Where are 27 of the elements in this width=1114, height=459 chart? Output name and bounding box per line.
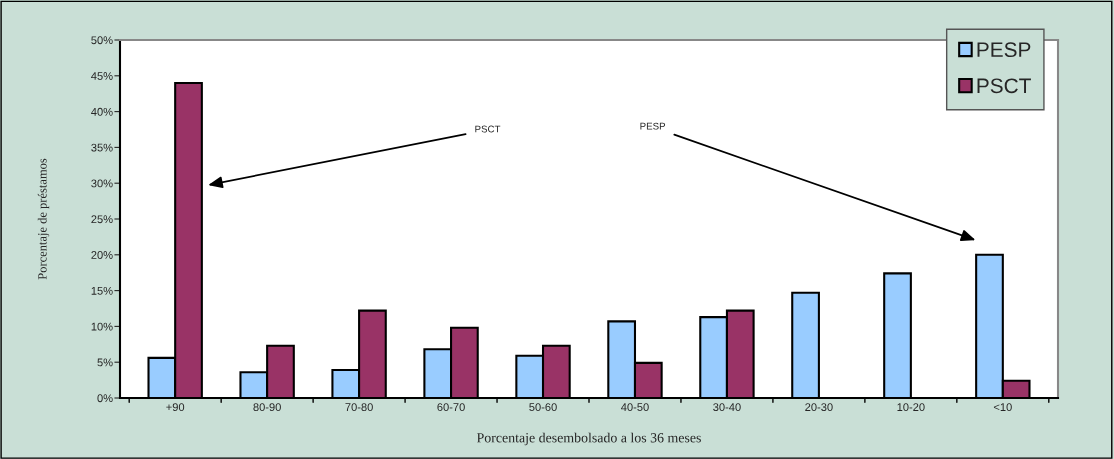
legend-label: PESP: [977, 42, 1031, 58]
x-tick-label: 10-20: [897, 403, 925, 412]
y-tick-label: 35%: [91, 143, 113, 152]
y-tick-label: 25%: [91, 215, 113, 224]
x-tick-label: +90: [166, 403, 185, 412]
legend-label: PSCT: [977, 78, 1031, 94]
x-tick-label: 60-70: [437, 403, 465, 412]
x-tick-label: 70-80: [345, 403, 373, 412]
y-tick-label: 15%: [91, 286, 113, 295]
y-axis-title: Porcentaje de préstamos: [37, 158, 50, 280]
y-tick-label: 0%: [97, 394, 113, 403]
y-tick-label: 50%: [91, 36, 113, 45]
x-tick-label: 20-30: [805, 403, 833, 412]
x-tick-label: <10: [993, 403, 1012, 412]
x-axis-title: Porcentaje desembolsado a los 36 meses: [476, 432, 701, 446]
y-tick-label: 45%: [91, 72, 113, 80]
y-tick-label: 20%: [91, 251, 113, 259]
y-tick-label: 5%: [97, 358, 113, 367]
x-tick-label: 50-60: [529, 403, 557, 412]
x-tick-label: 80-90: [253, 403, 281, 412]
annotation: PSCT: [475, 125, 501, 133]
x-tick-label: 30-40: [713, 403, 741, 412]
x-tick-label: 40-50: [621, 403, 649, 412]
annotation: PESP: [640, 122, 666, 130]
y-tick-label: 40%: [91, 107, 113, 116]
y-tick-label: 10%: [91, 322, 113, 331]
y-tick-label: 30%: [91, 179, 113, 188]
